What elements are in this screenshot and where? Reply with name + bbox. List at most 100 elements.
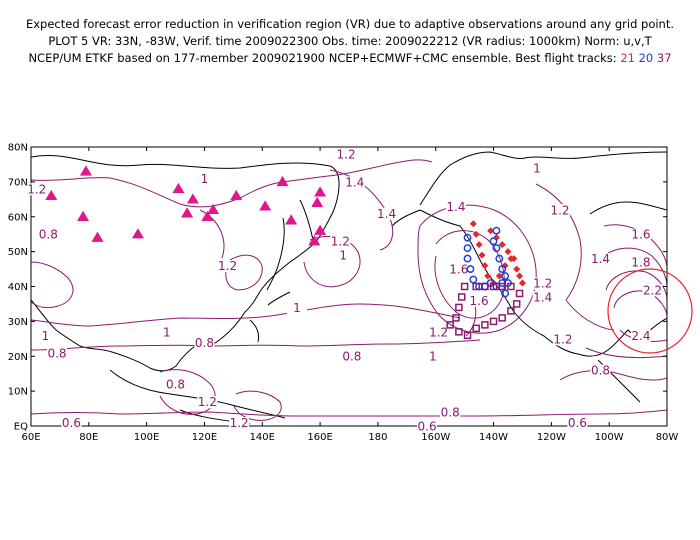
observation-triangle: [207, 203, 220, 214]
track-id-21: 21: [620, 51, 635, 65]
coast-asia-east-south: [31, 241, 317, 372]
lon-label: 120W: [537, 432, 566, 443]
contour-label-bg: [642, 284, 663, 297]
coast-japan-south: [267, 291, 291, 306]
contour-label: 1.8: [631, 256, 650, 270]
contour-label: 1: [201, 172, 209, 186]
track-37-point: [481, 282, 489, 291]
contour-label: 1.4: [591, 252, 610, 266]
contour-label: 1.6: [449, 263, 468, 277]
track-37-point: [455, 303, 463, 312]
track-21-point: [516, 272, 524, 280]
track-21-point: [510, 255, 518, 263]
track-37-point: [472, 324, 480, 333]
observation-triangle: [172, 182, 185, 194]
contour-label-bg: [341, 350, 362, 363]
coast-korea-kamchatka: [266, 217, 285, 291]
contour-label: 0.8: [195, 336, 214, 350]
track-21-point: [469, 220, 477, 228]
track-37-point: [472, 282, 480, 291]
contour-label-bg: [417, 420, 438, 433]
contour-label-bg: [229, 417, 250, 429]
contour-label: 1.2: [331, 235, 350, 249]
track-21-point: [498, 241, 506, 249]
track-21-point: [484, 272, 492, 280]
coast-aleutian-west: [391, 209, 421, 227]
lon-label: 120E: [192, 432, 217, 443]
figure-header: Expected forecast error reduction in ver…: [0, 16, 700, 67]
track-20-point: [498, 265, 507, 274]
flight-track-37: [446, 282, 524, 340]
contour-label-bg: [194, 172, 215, 185]
observation-triangle: [311, 196, 324, 207]
contour-label: 0.8: [591, 364, 610, 378]
contour-label-bg: [330, 235, 351, 248]
longitude-labels: 60E 80E 100E 120E 140E 160E 180 160W 140W 120W 100…: [21, 432, 678, 443]
lat-label: 50N: [8, 247, 28, 258]
lat-label: 10N: [8, 387, 28, 398]
contour-label-bg: [165, 378, 186, 391]
contour-1-asia: [199, 209, 225, 259]
track-id-37: 37: [656, 51, 672, 65]
track-21-point: [495, 272, 503, 280]
header-line-2: PLOT 5 VR: 33N, -83W, Verif. time 200902…: [48, 34, 652, 48]
track-37-point: [481, 321, 489, 329]
contour-label-bg: [532, 291, 553, 304]
contour-label: 1.4: [377, 207, 396, 221]
contour-1-8-east: [599, 247, 667, 287]
lon-label: 140W: [479, 432, 508, 443]
contour-label: 1.2: [553, 332, 572, 346]
contour-1-pacific-north: [281, 159, 433, 183]
contour-label-bg: [47, 347, 68, 360]
contour-label: 0.6: [418, 419, 437, 433]
coast-mexico-gulf: [577, 317, 667, 357]
contour-label-bg: [286, 301, 307, 314]
header-line-1: Expected forecast error reduction in ver…: [25, 17, 675, 31]
track-37-point: [460, 282, 469, 291]
contour-label-bg: [550, 204, 571, 217]
contour-label: 1.6: [631, 228, 650, 242]
contour-label-bg: [26, 183, 47, 196]
lat-label: EQ: [14, 422, 28, 433]
contour-0-6-south: [31, 409, 667, 417]
track-37-point: [515, 289, 524, 298]
track-21-point: [518, 279, 526, 287]
coast-northern-asia: [31, 155, 340, 243]
track-20-point: [501, 272, 510, 280]
observation-triangle: [79, 165, 92, 176]
contour-1-6-east: [603, 224, 667, 269]
flight-track-21: [469, 220, 526, 287]
track-20-point: [463, 254, 472, 263]
contour-label-bg: [590, 364, 611, 377]
track-21-point: [472, 230, 480, 238]
contour-0-8-mid: [31, 339, 481, 351]
observation-triangle: [131, 228, 144, 239]
lon-label: 160E: [307, 432, 332, 443]
observation-triangle: [259, 200, 272, 211]
contour-label-bg: [376, 207, 397, 220]
lon-label: 80W: [656, 432, 679, 443]
track-20-point: [495, 254, 504, 263]
contour-label: 1: [429, 350, 437, 364]
track-37-point: [512, 300, 521, 308]
contour-label-bg: [422, 350, 443, 363]
contour-label-bg: [567, 417, 588, 429]
track-37-point: [446, 321, 454, 329]
track-20-point: [489, 237, 498, 246]
contour-label: 1.6: [470, 294, 489, 308]
contour-label-bg: [440, 406, 461, 419]
observation-triangle: [230, 189, 243, 201]
track-37-point: [457, 293, 466, 301]
contour-label-bg: [156, 326, 177, 339]
coast-kamchatka: [299, 199, 314, 241]
contour-label: 1.2: [533, 277, 552, 291]
contour-label-bg: [469, 294, 490, 307]
track-37-point: [463, 331, 472, 340]
track-21-point: [475, 241, 483, 249]
coastlines: [31, 151, 667, 425]
track-37-point: [507, 307, 515, 315]
axis-ticks: [30, 146, 668, 427]
track-20-point: [492, 244, 501, 253]
contour-label-bg: [197, 396, 218, 409]
track-37-point: [452, 314, 460, 322]
